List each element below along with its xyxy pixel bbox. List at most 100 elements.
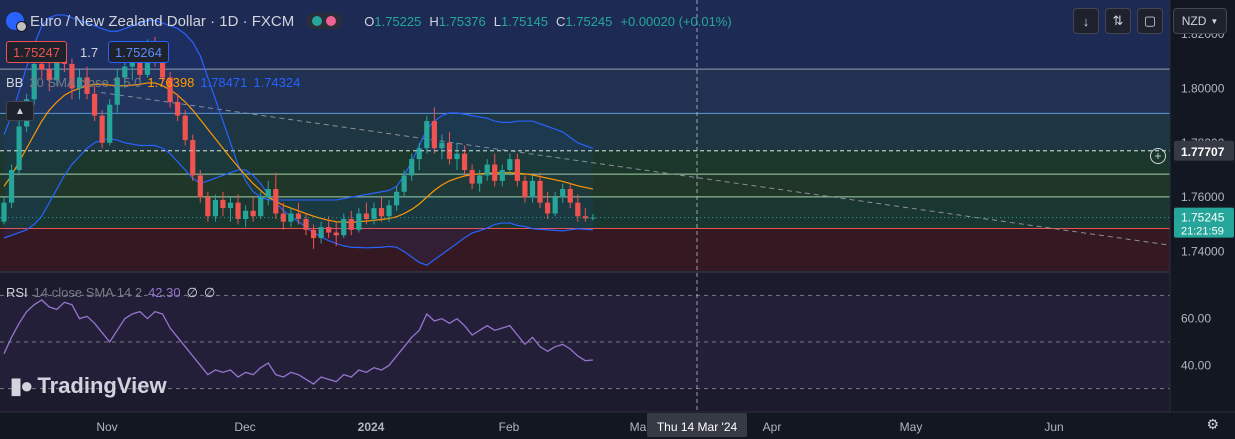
candle[interactable]	[363, 202, 369, 225]
candle[interactable]	[235, 194, 241, 225]
candle[interactable]	[529, 175, 536, 203]
collapse-arrows-icon[interactable]: ⇅	[1105, 8, 1131, 34]
candle[interactable]	[197, 170, 203, 203]
candle[interactable]	[545, 191, 551, 219]
time-tick-label: Nov	[96, 420, 117, 434]
bb-name: BB	[6, 75, 24, 90]
rsi-legend[interactable]: RSI 14 close SMA 14 2 42.30 ∅ ∅	[6, 285, 215, 301]
candle[interactable]	[514, 153, 520, 187]
candle[interactable]	[295, 202, 302, 225]
candle[interactable]	[394, 186, 400, 211]
candle[interactable]	[371, 202, 377, 225]
candle[interactable]	[107, 99, 113, 146]
fullscreen-icon[interactable]: ▢	[1137, 8, 1163, 34]
candle[interactable]	[522, 175, 528, 203]
time-axis[interactable]	[0, 412, 1235, 439]
candle[interactable]	[537, 172, 543, 209]
candle[interactable]	[31, 55, 37, 105]
candle[interactable]	[220, 191, 226, 217]
candle[interactable]	[280, 202, 286, 230]
candle[interactable]	[288, 208, 294, 228]
candle[interactable]	[552, 191, 558, 217]
candle[interactable]	[560, 183, 566, 203]
candle-body	[356, 213, 362, 230]
candle[interactable]	[167, 72, 173, 108]
candle[interactable]	[507, 153, 513, 176]
candle[interactable]	[92, 85, 98, 122]
candle-body	[227, 202, 234, 209]
candle[interactable]	[567, 183, 573, 209]
scroll-down-icon[interactable]: ↓	[1073, 8, 1099, 34]
candle-body	[122, 66, 128, 78]
candle[interactable]	[8, 164, 15, 209]
candle[interactable]	[114, 69, 120, 113]
candle[interactable]	[99, 110, 105, 149]
candle[interactable]	[46, 58, 52, 92]
settings-gear-icon[interactable]: ⚙	[1206, 416, 1219, 432]
candle[interactable]	[1, 197, 7, 225]
market-status[interactable]	[306, 13, 343, 29]
rsi-tick-label: 40.00	[1181, 358, 1211, 372]
candle[interactable]	[227, 197, 234, 222]
bb-legend[interactable]: BB 20 SMA close 2.5 0 1.76398 1.78471 1.…	[6, 75, 300, 90]
candle[interactable]	[333, 221, 339, 247]
candle[interactable]	[250, 197, 256, 222]
candle[interactable]	[575, 194, 581, 222]
candle[interactable]	[484, 159, 490, 181]
candle[interactable]	[492, 153, 498, 187]
candle[interactable]	[431, 107, 437, 154]
candle[interactable]	[348, 210, 354, 236]
trendline[interactable]	[101, 91, 1235, 272]
candle[interactable]	[326, 216, 332, 238]
candle-body	[454, 153, 460, 160]
time-tick-label: 2024	[358, 420, 385, 434]
candle[interactable]	[582, 208, 588, 222]
candle-body	[39, 63, 45, 70]
candle[interactable]	[356, 208, 362, 233]
candle-body	[235, 202, 241, 219]
candle[interactable]	[69, 58, 75, 100]
candle-body	[175, 102, 181, 116]
candle[interactable]	[310, 224, 317, 249]
candle[interactable]	[401, 170, 407, 198]
candle[interactable]	[258, 191, 264, 219]
ohlc-low: L1.75145	[493, 13, 548, 29]
candle[interactable]	[243, 205, 249, 228]
candle[interactable]	[273, 172, 279, 219]
candle[interactable]	[477, 170, 483, 192]
sell-price-button[interactable]: 1.75247	[6, 41, 67, 63]
candle[interactable]	[416, 142, 422, 170]
candle[interactable]	[469, 164, 475, 190]
candle[interactable]	[439, 134, 445, 160]
candle[interactable]	[182, 110, 188, 146]
candle[interactable]	[265, 180, 271, 206]
buy-price-button[interactable]: 1.75264	[108, 41, 169, 63]
candle[interactable]	[76, 69, 83, 100]
candle[interactable]	[499, 164, 505, 187]
candle[interactable]	[386, 199, 392, 222]
candle[interactable]	[378, 197, 385, 222]
currency-selector[interactable]: NZD ▼	[1173, 8, 1227, 34]
candle[interactable]	[84, 66, 90, 100]
candle[interactable]	[454, 142, 460, 170]
add-alert-plus-icon[interactable]: +	[1150, 148, 1166, 164]
time-tick-label: May	[900, 420, 923, 434]
candle[interactable]	[341, 213, 347, 238]
candle[interactable]	[190, 134, 196, 181]
candle[interactable]	[175, 93, 181, 122]
candle[interactable]	[303, 213, 309, 236]
candle[interactable]	[205, 191, 211, 222]
candle-body	[258, 197, 264, 217]
bb-upper-line[interactable]	[3, 14, 594, 201]
candle[interactable]	[16, 121, 22, 176]
symbol-title[interactable]: Euro / New Zealand Dollar · 1D · FXCM	[30, 12, 295, 30]
collapse-legend-button[interactable]: ▲	[6, 101, 34, 121]
price-tick-label: 1.76000	[1181, 190, 1225, 204]
candle[interactable]	[318, 221, 324, 244]
rsi-line[interactable]	[3, 299, 593, 385]
candle[interactable]	[212, 194, 218, 222]
candle[interactable]	[424, 115, 430, 154]
candle[interactable]	[409, 153, 415, 181]
